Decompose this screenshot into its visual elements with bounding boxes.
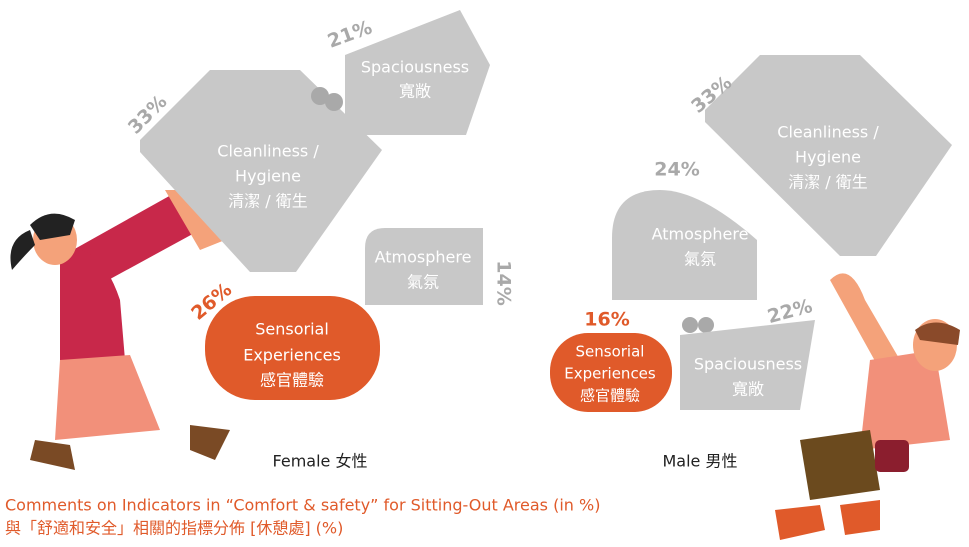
label: 清潔 / 衛生 (788, 173, 868, 192)
label: 寬敞 (399, 82, 431, 101)
label: Hygiene (235, 167, 301, 186)
label: 氣氛 (684, 250, 716, 269)
label: Atmosphere (375, 248, 472, 267)
share: 14% (493, 260, 515, 305)
shape (612, 190, 757, 300)
label: 清潔 / 衛生 (228, 192, 308, 211)
share: 16% (584, 309, 629, 331)
label: 氣氛 (407, 273, 439, 292)
label: Atmosphere (652, 225, 749, 244)
label: Hygiene (795, 148, 861, 167)
label: 感官體驗 (580, 387, 640, 405)
caption: Comments on Indicators in “Comfort & saf… (5, 496, 600, 515)
label: 寬敞 (732, 380, 764, 399)
dot (682, 317, 698, 333)
label: Cleanliness / (777, 123, 879, 142)
label: Experiences (564, 365, 656, 383)
label: Spaciousness (694, 355, 802, 374)
group-name: Male 男性 (663, 452, 738, 471)
label: Spaciousness (361, 58, 469, 77)
label: Sensorial (255, 320, 329, 339)
dot (325, 93, 343, 111)
infographic: Cleanliness / Hygiene 清潔 / 衛生 33% Spacio… (0, 0, 969, 547)
label: 感官體驗 (260, 371, 324, 390)
dot (698, 317, 714, 333)
label: Experiences (243, 346, 341, 365)
female-figure (10, 190, 230, 470)
caption: 與「舒適和安全」相關的指標分佈 [休憩處] (%) (5, 519, 343, 538)
group-name: Female 女性 (273, 452, 368, 471)
share: 24% (654, 159, 699, 181)
label: Cleanliness / (217, 142, 319, 161)
shape (365, 228, 483, 305)
label: Sensorial (576, 343, 645, 361)
